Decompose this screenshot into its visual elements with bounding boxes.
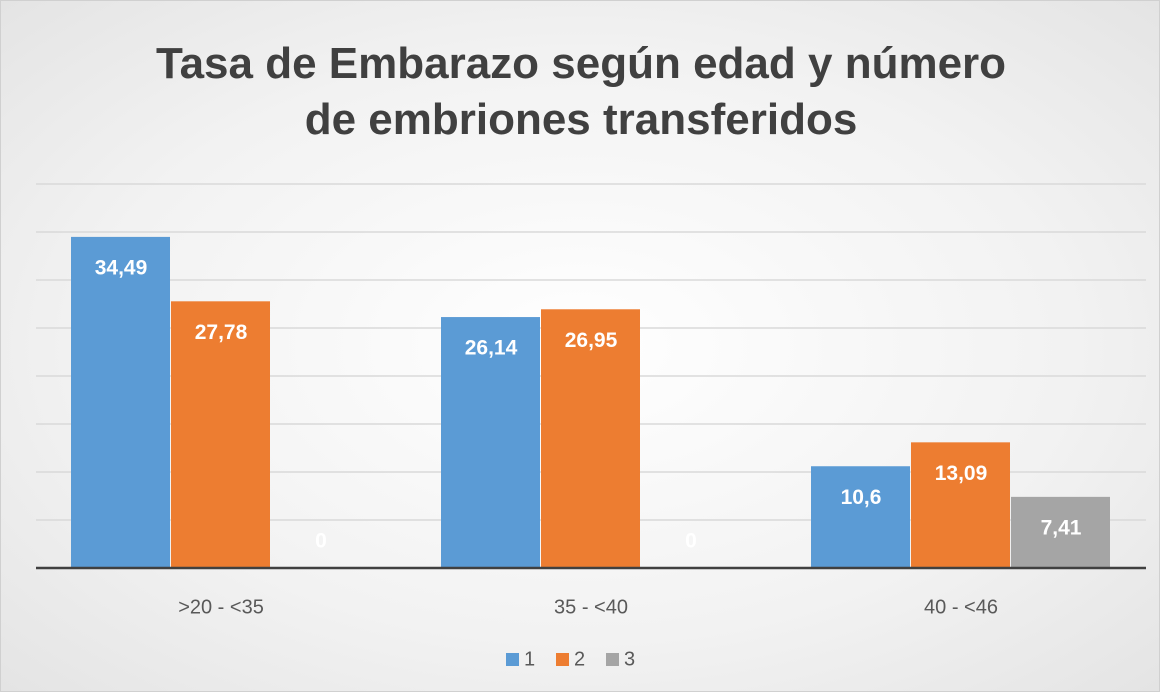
data-label: 0 [685, 530, 697, 553]
legend-label: 3 [624, 648, 635, 670]
legend-swatch [506, 653, 519, 666]
data-label: 7,41 [1041, 516, 1082, 539]
data-label: 0 [315, 530, 327, 553]
bar [71, 236, 170, 568]
chart-title: Tasa de Embarazo según edad y número de … [155, 39, 1007, 144]
legend-label: 2 [574, 648, 585, 670]
data-label: 10,6 [841, 486, 882, 509]
bar [441, 317, 540, 568]
bar [171, 301, 270, 568]
x-tick-label: 35 - <40 [554, 596, 628, 618]
bar [911, 442, 1010, 568]
data-label: 26,14 [465, 337, 518, 360]
legend-label: 1 [524, 648, 535, 670]
x-tick-label: 40 - <46 [924, 596, 998, 618]
bar [1011, 496, 1110, 568]
legend-swatch [556, 653, 569, 666]
data-label: 26,95 [565, 329, 618, 352]
data-label: 34,49 [95, 256, 148, 279]
data-label: 13,09 [935, 462, 988, 485]
data-label: 27,78 [195, 321, 248, 344]
bar [811, 466, 910, 568]
x-tick-label: >20 - <35 [178, 596, 264, 618]
legend-swatch [606, 653, 619, 666]
bar [541, 309, 640, 568]
